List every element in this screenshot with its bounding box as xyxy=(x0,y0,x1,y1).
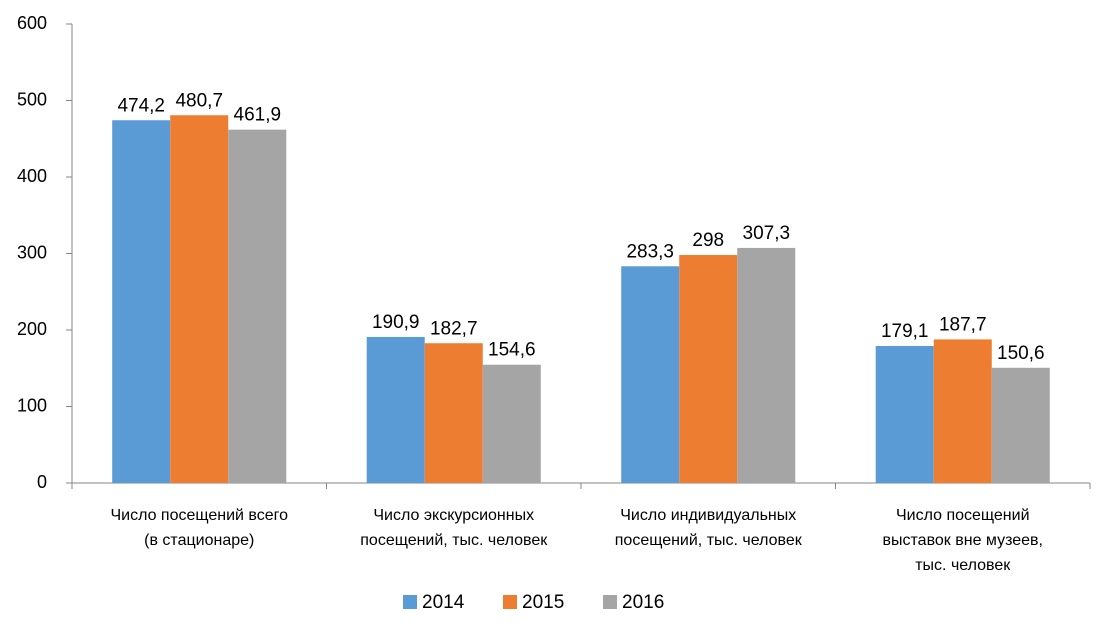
bar xyxy=(875,345,934,483)
value-label: 150,6 xyxy=(997,343,1045,364)
bar xyxy=(112,120,171,483)
bar xyxy=(679,255,738,483)
legend-swatch xyxy=(503,595,517,609)
value-label: 480,7 xyxy=(175,90,223,111)
y-tick-label: 300 xyxy=(17,242,47,262)
x-tick-label-line: Число экскурсионных xyxy=(373,507,534,524)
legend-swatch xyxy=(603,595,617,609)
x-tick-label-line: выставок вне музеев, xyxy=(883,532,1043,549)
bar xyxy=(482,364,541,483)
x-tick-label: Число посещений всего (в стационаре) xyxy=(110,507,288,549)
x-tick-label-line: (в стационаре) xyxy=(144,532,254,549)
legend-label: 2015 xyxy=(522,592,564,613)
value-label: 190,9 xyxy=(372,312,420,333)
y-tick-label: 200 xyxy=(17,319,47,339)
bar xyxy=(621,266,680,483)
value-label: 182,7 xyxy=(430,318,478,339)
value-label: 307,3 xyxy=(743,223,791,244)
y-tick-label: 400 xyxy=(17,166,47,186)
value-label: 298 xyxy=(692,230,724,251)
legend-label: 2016 xyxy=(622,592,664,613)
value-label: 179,1 xyxy=(881,321,929,342)
x-tick-label-line: посещений, тыс. человек xyxy=(615,532,803,549)
legend-swatch xyxy=(403,595,417,609)
value-label: 461,9 xyxy=(234,105,282,126)
bar xyxy=(228,129,287,484)
value-label: 474,2 xyxy=(117,95,165,116)
x-tick-label: Число экскурсионных посещений, тыс. челов… xyxy=(360,507,548,549)
x-tick-label-line: Число посещений xyxy=(896,507,1030,524)
value-label: 154,6 xyxy=(488,340,536,361)
bar xyxy=(170,115,229,484)
bar xyxy=(366,336,425,483)
y-tick-label: 100 xyxy=(17,395,47,415)
value-label: 187,7 xyxy=(939,314,987,335)
y-tick-label: 500 xyxy=(17,89,47,109)
x-tick-label-line: Число посещений всего xyxy=(110,507,288,524)
legend-label: 2014 xyxy=(422,592,465,613)
bar xyxy=(933,339,992,483)
value-label: 283,3 xyxy=(626,241,674,262)
x-tick-label: Число индивидуальных посещений, тыс. чело… xyxy=(615,507,803,549)
bar xyxy=(737,247,796,483)
bar xyxy=(991,367,1050,483)
x-tick-label-line: Число индивидуальных xyxy=(620,507,796,524)
x-tick-label-line: посещений, тыс. человек xyxy=(360,532,548,549)
bar xyxy=(424,343,483,483)
y-tick-label: 0 xyxy=(37,472,47,492)
y-tick-label: 600 xyxy=(17,13,47,33)
x-tick-label-line: тыс. человек xyxy=(915,557,1011,574)
x-tick-label: Число посещений выставок вне музеев, тыс. … xyxy=(883,507,1043,574)
